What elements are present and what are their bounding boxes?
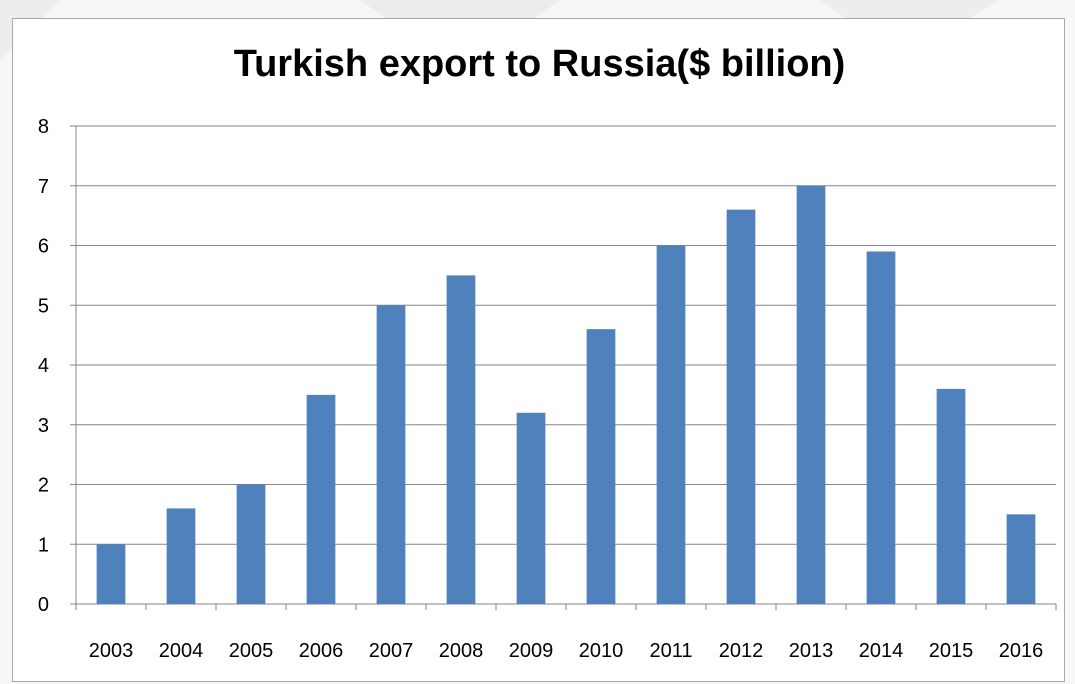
bar-2007	[376, 305, 406, 604]
chart-title: Turkish export to Russia($ billion)	[233, 43, 846, 85]
x-tick-label: 2011	[649, 640, 692, 662]
x-tick-label: 2005	[229, 640, 274, 662]
y-tick-label: 5	[38, 295, 49, 317]
bar-2011	[656, 245, 686, 604]
x-tick-label: 2006	[299, 640, 344, 662]
y-tick-label: 3	[38, 415, 49, 437]
y-tick-label: 1	[38, 534, 49, 556]
y-tick-label: 4	[38, 355, 49, 377]
bar-2006	[306, 394, 336, 604]
chart-area: Turkish export to Russia($ billion) 0 1 2 3…	[12, 18, 1065, 682]
y-tick-label: 0	[38, 594, 49, 616]
x-tick-label: 2007	[369, 640, 414, 662]
bar-2015	[936, 388, 966, 604]
plot-area: 0 1 2 3 4 5 6 7 8 2003 2004 2005 2006 2007 2008 2009 201…	[38, 116, 1057, 662]
bar-2009	[516, 412, 546, 604]
bar-2013	[796, 185, 826, 604]
x-tick-label: 2010	[579, 640, 624, 662]
bar-2012	[726, 209, 756, 604]
bar-2003	[96, 544, 126, 604]
bar-2008	[446, 275, 476, 604]
y-tick-label: 2	[38, 475, 49, 497]
x-tick-label: 2003	[89, 640, 134, 662]
bar-2004	[166, 508, 196, 604]
bar-2005	[236, 484, 266, 604]
x-tick-label: 2016	[999, 640, 1044, 662]
y-tick-label: 7	[38, 176, 49, 198]
x-tick-label: 2004	[159, 640, 204, 662]
x-tick-label: 2012	[719, 640, 764, 662]
x-tick-label: 2013	[789, 640, 834, 662]
bar-2010	[586, 329, 616, 604]
x-tick-label: 2009	[509, 640, 554, 662]
bar-2016	[1006, 514, 1036, 604]
x-tick-label: 2015	[929, 640, 974, 662]
bar-2014	[866, 251, 896, 604]
x-tick-label: 2008	[439, 640, 484, 662]
x-tick-label: 2014	[859, 640, 904, 662]
y-tick-label: 6	[38, 236, 49, 258]
y-tick-label: 8	[38, 116, 49, 138]
